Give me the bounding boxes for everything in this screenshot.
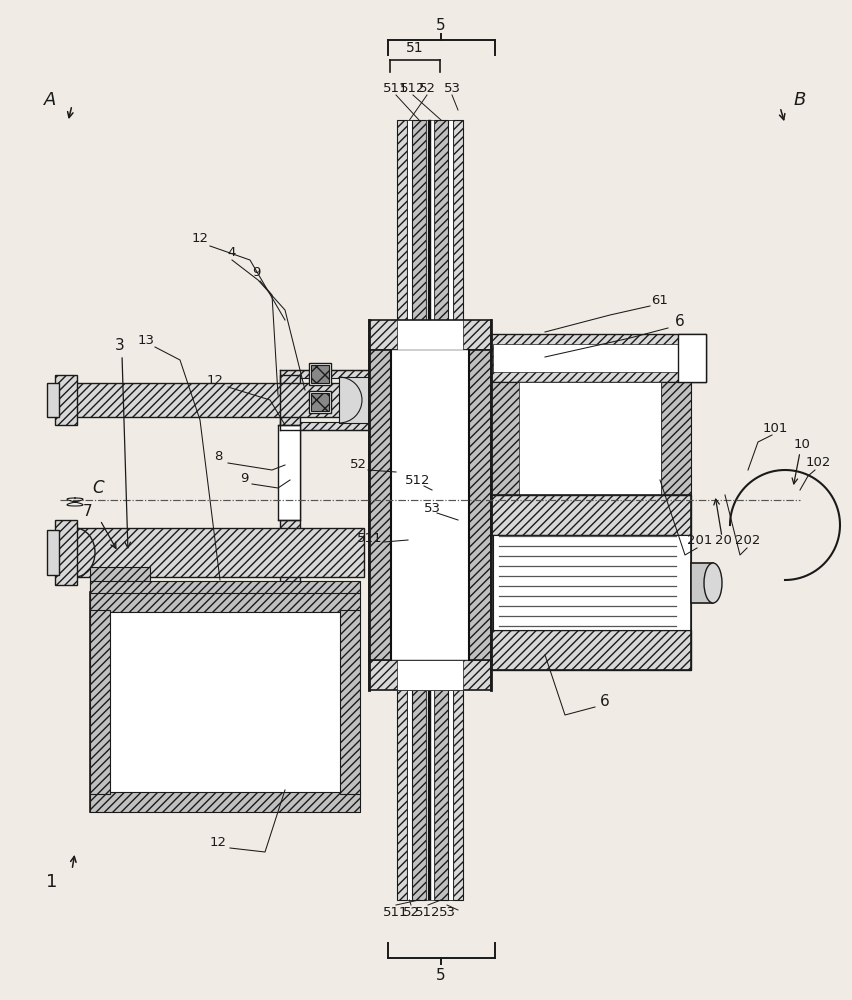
Text: 1: 1	[46, 873, 58, 891]
Bar	[390, 350, 469, 660]
Text: 7: 7	[83, 504, 93, 520]
Bar	[90, 581, 360, 593]
Bar	[90, 592, 360, 612]
Bar	[90, 592, 360, 812]
Text: 5: 5	[435, 968, 446, 982]
Bar	[492, 535, 690, 630]
Text: 512: 512	[415, 906, 440, 918]
Text: C: C	[92, 479, 104, 497]
Bar	[90, 792, 360, 812]
Bar	[47, 530, 59, 575]
Text: 512: 512	[405, 474, 430, 487]
Text: B: B	[793, 91, 805, 109]
Bar	[311, 365, 329, 383]
Text: 511: 511	[383, 906, 408, 918]
Bar	[518, 382, 660, 495]
Ellipse shape	[55, 528, 95, 577]
Bar	[75, 528, 364, 577]
Bar	[278, 425, 300, 520]
Text: 53: 53	[443, 82, 460, 95]
Bar	[308, 363, 331, 385]
Text: A: A	[43, 91, 56, 109]
Bar	[428, 120, 431, 900]
Text: 102: 102	[804, 456, 830, 468]
Ellipse shape	[703, 563, 721, 603]
Bar	[279, 422, 378, 430]
Bar	[434, 120, 447, 900]
Bar	[491, 495, 690, 535]
Bar	[412, 120, 425, 900]
Bar	[396, 120, 406, 900]
Text: 6: 6	[674, 314, 684, 330]
Text: 8: 8	[214, 450, 222, 464]
Bar	[90, 610, 110, 794]
Text: 52: 52	[402, 906, 419, 918]
Text: 6: 6	[600, 694, 609, 710]
Bar	[425, 120, 434, 900]
Bar	[47, 383, 59, 417]
Bar	[492, 344, 677, 372]
Text: 12: 12	[210, 836, 227, 848]
Bar	[369, 320, 491, 350]
Text: 52: 52	[349, 458, 366, 472]
Text: 101: 101	[762, 422, 786, 434]
Text: 202: 202	[734, 534, 760, 546]
Bar	[90, 567, 150, 592]
Text: 511: 511	[357, 532, 383, 544]
Bar	[447, 120, 452, 900]
Bar	[452, 120, 463, 900]
Text: 512: 512	[400, 82, 425, 95]
Bar	[279, 375, 300, 585]
Text: 3: 3	[115, 338, 124, 353]
Bar	[396, 320, 463, 350]
Text: 511: 511	[383, 82, 408, 95]
Bar	[690, 563, 712, 603]
Bar	[338, 377, 369, 423]
Text: 52: 52	[418, 82, 435, 95]
Text: 51: 51	[406, 41, 423, 55]
Text: 4: 4	[227, 245, 236, 258]
Bar	[369, 660, 491, 690]
Text: 201: 201	[687, 534, 712, 546]
Bar	[469, 350, 491, 660]
Bar	[491, 334, 705, 382]
Bar	[406, 120, 412, 900]
Bar	[396, 660, 463, 690]
Text: 10: 10	[792, 438, 809, 450]
Text: 20: 20	[714, 534, 730, 546]
Text: 12: 12	[206, 373, 223, 386]
Text: 61: 61	[651, 294, 668, 306]
Text: 12: 12	[192, 232, 208, 244]
Bar	[279, 370, 378, 378]
Bar	[311, 393, 329, 411]
Bar	[308, 391, 331, 413]
Bar	[491, 382, 521, 495]
Bar	[660, 382, 690, 495]
Bar	[55, 520, 77, 585]
Bar	[369, 350, 390, 660]
Bar	[340, 610, 360, 794]
Bar	[75, 383, 369, 417]
Text: 13: 13	[137, 334, 154, 347]
Bar	[491, 630, 690, 670]
Bar	[677, 334, 705, 382]
Text: 9: 9	[251, 266, 260, 279]
Bar	[55, 375, 77, 425]
Text: 53: 53	[423, 502, 440, 514]
Text: 53: 53	[438, 906, 455, 918]
Text: 5: 5	[435, 17, 446, 32]
Text: 9: 9	[239, 472, 248, 485]
